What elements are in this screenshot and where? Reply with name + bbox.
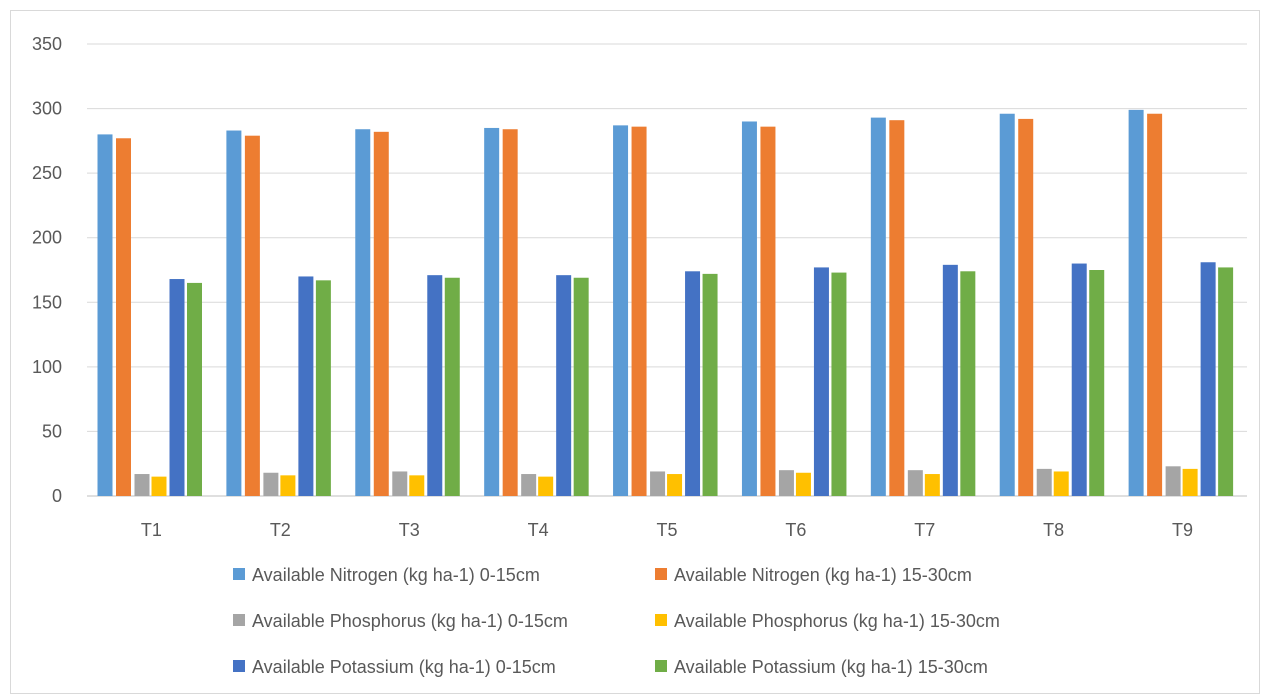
- bar: [263, 472, 279, 496]
- bar: [1182, 468, 1198, 496]
- bar: [924, 474, 940, 496]
- bar: [1036, 468, 1052, 496]
- bar: [870, 117, 886, 497]
- bar: [613, 125, 629, 497]
- bar: [427, 275, 443, 496]
- legend-swatch: [655, 614, 667, 626]
- bar: [298, 276, 314, 496]
- bar: [1071, 263, 1087, 496]
- legend-swatch: [655, 660, 667, 672]
- bar: [244, 135, 260, 497]
- legend-label: Available Nitrogen (kg ha-1) 0-15cm: [252, 565, 540, 585]
- x-tick-label: T1: [141, 520, 162, 540]
- bar: [169, 279, 185, 496]
- bar: [409, 475, 425, 496]
- bar: [315, 280, 331, 496]
- bar: [226, 130, 242, 497]
- bar: [960, 271, 976, 496]
- bar: [97, 134, 113, 496]
- bar: [1053, 471, 1069, 496]
- y-tick-label: 0: [52, 486, 62, 506]
- bar: [795, 472, 811, 496]
- bar: [116, 138, 131, 496]
- legend-label: Available Phosphorus (kg ha-1) 0-15cm: [252, 611, 568, 631]
- bar: [573, 277, 589, 496]
- bar: [831, 272, 847, 496]
- x-tick-label: T2: [270, 520, 291, 540]
- legend-label: Available Potassium (kg ha-1) 0-15cm: [252, 657, 556, 677]
- bar: [999, 113, 1015, 496]
- bar: [813, 267, 829, 496]
- bar: [741, 121, 757, 496]
- legend-label: Available Phosphorus (kg ha-1) 15-30cm: [674, 611, 1000, 631]
- y-tick-label: 150: [32, 292, 62, 312]
- bar: [1018, 118, 1034, 496]
- bar: [355, 129, 371, 496]
- bar: [778, 470, 794, 496]
- bar: [1089, 270, 1105, 496]
- bar: [650, 471, 666, 496]
- bar: [889, 120, 905, 497]
- bar: [556, 275, 572, 496]
- legend-label: Available Nitrogen (kg ha-1) 15-30cm: [674, 565, 972, 585]
- y-tick-label: 300: [32, 99, 62, 119]
- bar: [502, 129, 518, 496]
- legend-swatch: [233, 660, 245, 672]
- legend-label: Available Potassium (kg ha-1) 15-30cm: [674, 657, 988, 677]
- bar: [521, 474, 537, 496]
- bar: [187, 282, 202, 496]
- bar: [373, 131, 389, 496]
- y-tick-label: 100: [32, 357, 62, 377]
- bar: [538, 476, 554, 496]
- bar: [1147, 113, 1163, 496]
- bar: [942, 264, 958, 496]
- legend-swatch: [233, 614, 245, 626]
- x-tick-label: T4: [528, 520, 549, 540]
- bar: [667, 474, 683, 496]
- x-tick-label: T3: [399, 520, 420, 540]
- bar: [907, 470, 923, 496]
- x-tick-label: T7: [914, 520, 935, 540]
- bar: [685, 271, 701, 496]
- bar: [702, 273, 718, 496]
- y-tick-label: 50: [42, 421, 62, 441]
- y-tick-label: 250: [32, 163, 62, 183]
- y-tick-label: 200: [32, 228, 62, 248]
- bar: [134, 474, 150, 496]
- bar: [151, 476, 167, 496]
- bar: [1128, 109, 1144, 496]
- legend-swatch: [655, 568, 667, 580]
- bar: [631, 126, 647, 496]
- x-tick-label: T5: [656, 520, 677, 540]
- bar: [1200, 262, 1216, 496]
- bar: [444, 277, 460, 496]
- bar: [1218, 267, 1234, 496]
- bar: [1165, 466, 1181, 496]
- x-tick-label: T8: [1043, 520, 1064, 540]
- bar: [484, 127, 500, 496]
- bar: [760, 126, 776, 496]
- x-tick-label: T9: [1172, 520, 1193, 540]
- legend-swatch: [233, 568, 245, 580]
- y-tick-label: 350: [32, 34, 62, 54]
- bar: [392, 471, 408, 496]
- bar: [280, 475, 296, 496]
- x-tick-label: T6: [785, 520, 806, 540]
